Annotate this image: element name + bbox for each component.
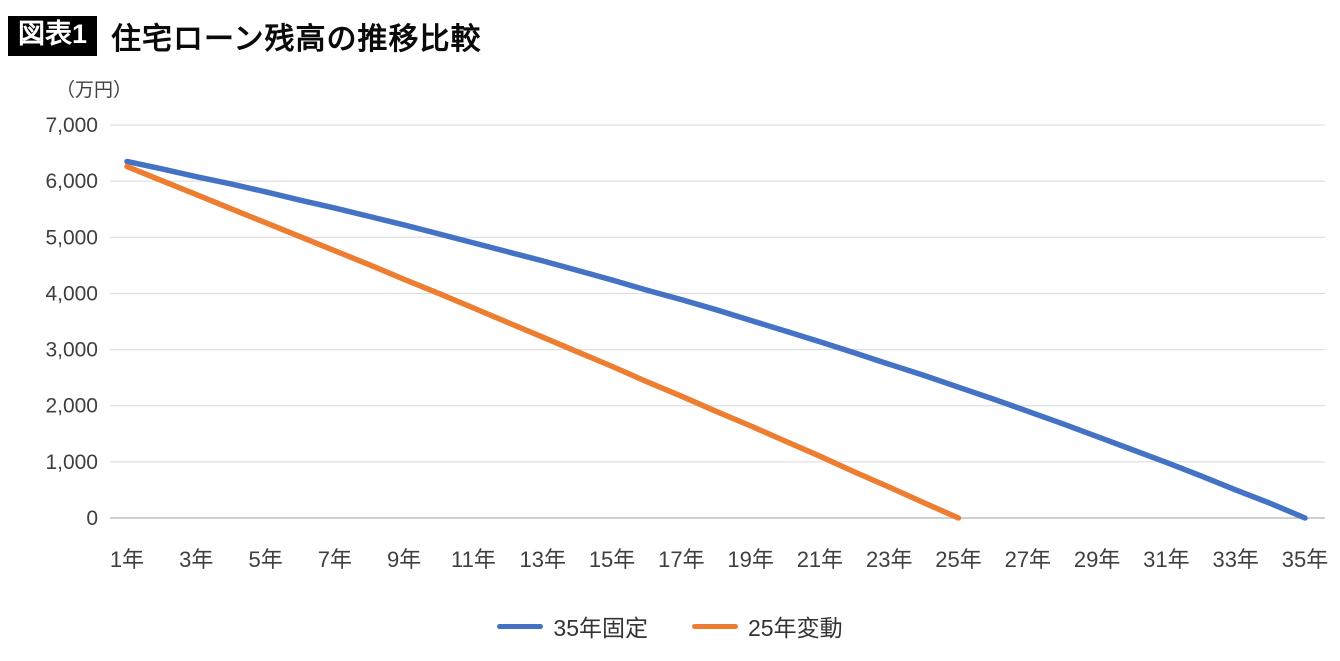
legend-item-variable-25: 25年変動: [692, 609, 843, 643]
x-tick-label: 27年: [1005, 547, 1051, 572]
legend-line-swatch-blue: [497, 623, 544, 629]
y-tick-label: 1,000: [45, 451, 98, 474]
x-tick-label: 17年: [658, 547, 704, 572]
x-tick-label: 5年: [248, 547, 282, 572]
x-tick-label: 9年: [387, 547, 421, 572]
chart-legend: 35年固定 25年変動: [0, 606, 1340, 646]
figure-label-badge: 図表1: [8, 15, 98, 57]
figure-header: 図表1 住宅ローン残高の推移比較: [0, 0, 1340, 60]
x-tick-label: 11年: [451, 547, 496, 572]
x-tick-label: 1年: [110, 547, 144, 572]
x-tick-label: 33年: [1212, 547, 1258, 572]
legend-label-variable-25: 25年変動: [748, 615, 843, 641]
legend-line-swatch-orange: [692, 623, 738, 629]
series-line-variable-25: [124, 163, 962, 521]
y-tick-label: 2,000: [45, 395, 98, 418]
x-tick-label: 31年: [1143, 547, 1189, 572]
x-tick-label: 3年: [179, 547, 213, 572]
y-tick-label: 5,000: [45, 226, 98, 249]
x-tick-label: 25年: [935, 547, 981, 572]
y-tick-label: 6,000: [45, 170, 98, 193]
y-tick-label: 4,000: [45, 282, 98, 305]
x-tick-label: 15年: [589, 547, 635, 572]
y-tick-label: 0: [86, 507, 98, 530]
legend-label-fixed-35: 35年固定: [553, 615, 648, 641]
x-tick-label: 35年: [1282, 547, 1328, 572]
x-tick-label: 13年: [520, 547, 566, 572]
series-line-fixed-35: [124, 158, 1308, 521]
x-tick-label: 19年: [727, 547, 773, 572]
line-chart: 7,000 6,000 5,000 4,000 3,000 2,000 1,000 0 （万円）…: [45, 79, 1328, 572]
x-tick-label: 7年: [318, 547, 352, 572]
chart-figure: 図表1 住宅ローン残高の推移比較 7,000 6,000 5,000 4,000 3,0…: [0, 0, 1340, 646]
y-axis-unit-label: （万円）: [56, 79, 132, 101]
x-tick-label: 23年: [866, 547, 912, 572]
figure-title: 住宅ローン残高の推移比較: [111, 23, 482, 56]
x-tick-label: 29年: [1074, 547, 1120, 572]
y-tick-label: 7,000: [45, 114, 98, 137]
x-tick-label: 21年: [797, 547, 843, 572]
y-tick-label: 3,000: [45, 339, 98, 362]
legend-item-fixed-35: 35年固定: [497, 609, 648, 643]
